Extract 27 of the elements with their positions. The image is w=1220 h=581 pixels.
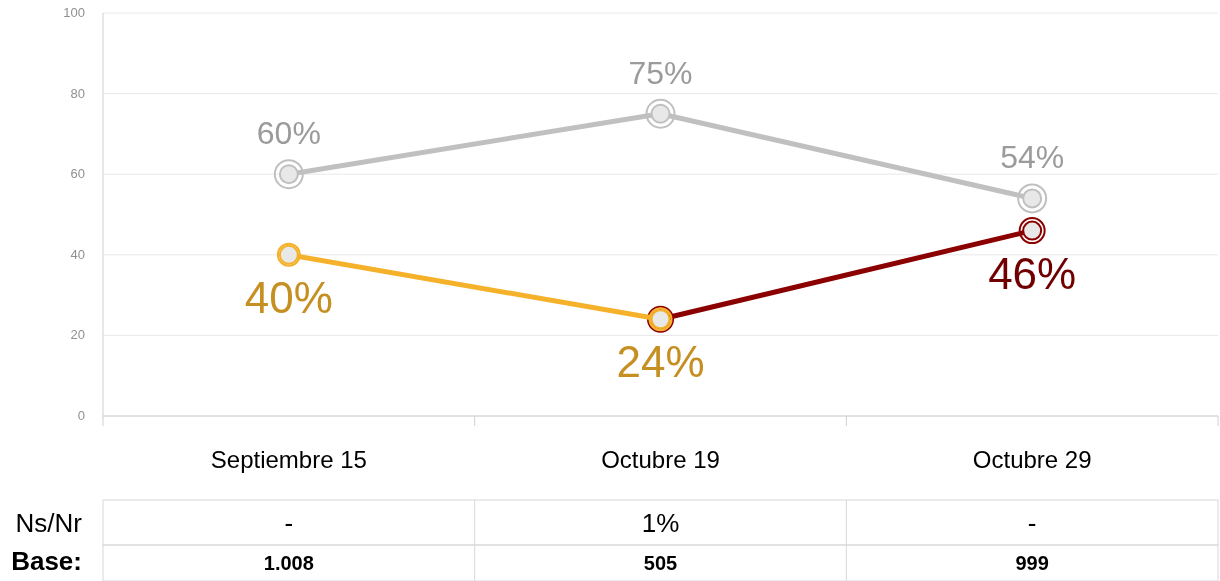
data-label: 24%: [616, 337, 705, 387]
y-tick-label: 60: [70, 166, 85, 182]
text: 1%: [641, 507, 680, 538]
text: 999: [1015, 552, 1049, 575]
point: [273, 159, 304, 190]
text: 505: [643, 552, 678, 575]
text: -: [1027, 507, 1037, 538]
point: [645, 98, 676, 129]
data-label: 46%: [988, 248, 1077, 298]
data-label: 40%: [244, 272, 333, 322]
y-tick-label: 20: [70, 327, 85, 343]
text: 1.008: [263, 552, 314, 575]
point: [1018, 217, 1046, 245]
text: Base:: [11, 546, 82, 577]
data-label: 75%: [628, 54, 693, 91]
y-tick-label: 40: [70, 246, 85, 262]
text: Ns/Nr: [15, 507, 83, 538]
x-tick-label: Septiembre 15: [210, 446, 367, 473]
data-label: 54%: [1000, 139, 1065, 176]
point: [1017, 183, 1048, 214]
y-tick-label: 80: [70, 85, 85, 101]
data-label: 60%: [256, 115, 321, 152]
x-tick-label: Octubre 19: [601, 446, 720, 473]
y-tick-label: 0: [77, 408, 85, 423]
x-tick-label: Octubre 29: [972, 446, 1092, 473]
y-tick-label: 100: [63, 5, 85, 20]
text: -: [284, 507, 294, 538]
